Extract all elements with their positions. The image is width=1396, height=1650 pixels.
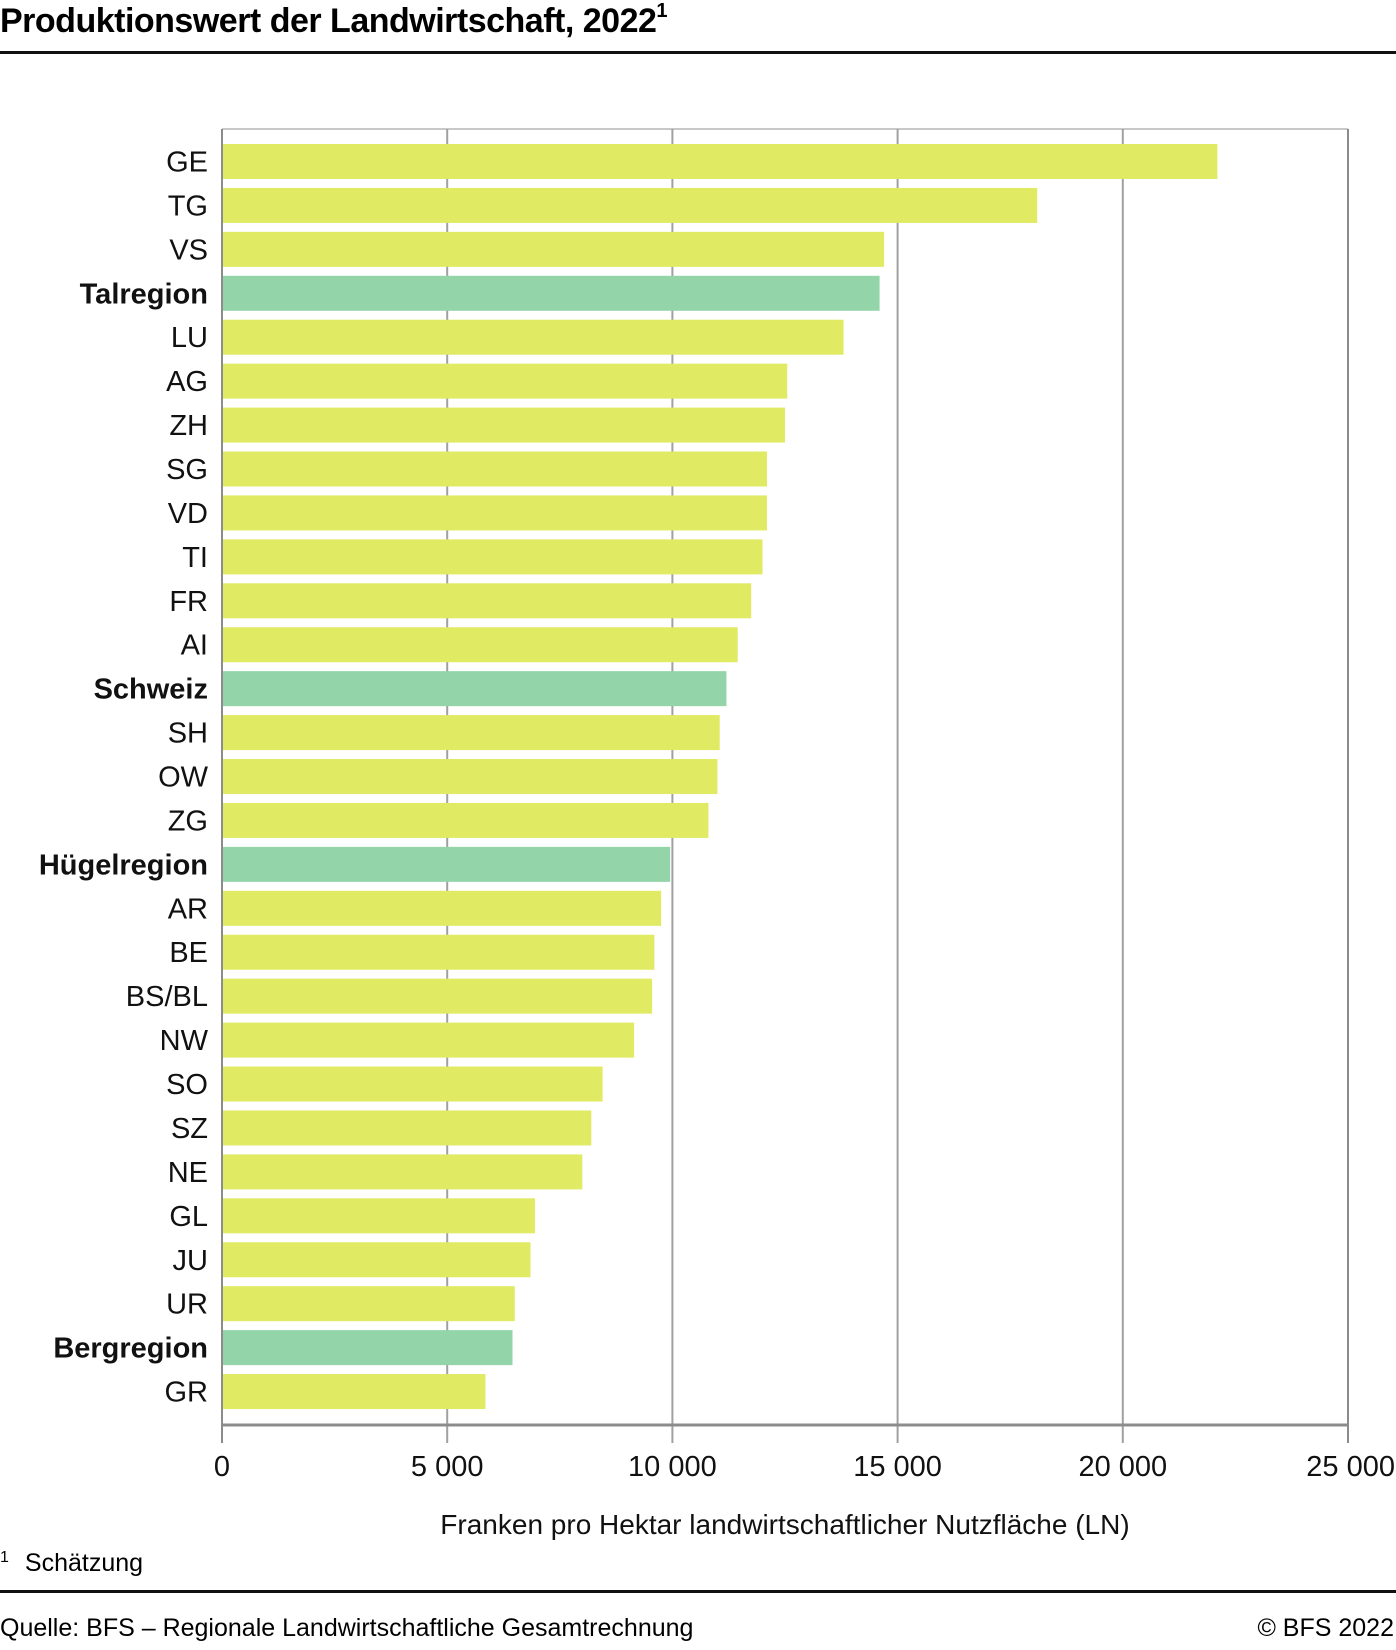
category-label: GE [166, 147, 208, 179]
category-label: GL [169, 1201, 208, 1233]
x-axis-label: Franken pro Hektar landwirtschaftlicher … [440, 1509, 1129, 1540]
category-label: JU [173, 1245, 208, 1277]
x-tick-label: 15 000 [853, 1451, 942, 1483]
bar-TG [223, 187, 1038, 223]
bar-VS [223, 231, 885, 267]
source-text: Quelle: BFS – Regionale Landwirtschaftli… [0, 1614, 694, 1642]
category-label: OW [158, 762, 209, 794]
category-label: ZG [168, 805, 208, 837]
bar-SZ [223, 1110, 592, 1146]
bar-GE [223, 144, 1218, 179]
bar-VD [223, 495, 767, 531]
bar-Bergregion [223, 1330, 513, 1366]
category-label: Schweiz [94, 674, 208, 706]
bar-OW [223, 759, 718, 795]
footnote: 1 Schätzung [0, 1549, 143, 1578]
category-label: FR [169, 586, 208, 618]
bar-Hügelregion [223, 846, 671, 882]
bar-NE [223, 1154, 583, 1190]
copyright-text: © BFS 2022 [1257, 1614, 1394, 1642]
bottom-rule [0, 1590, 1396, 1593]
bar-BS/BL [223, 978, 653, 1014]
bar-AG [223, 363, 788, 399]
bar-SO [223, 1066, 603, 1102]
category-label: SG [166, 454, 208, 486]
category-label: UR [166, 1289, 208, 1321]
category-label: AI [181, 630, 208, 662]
category-label: GR [165, 1377, 209, 1409]
bar-AR [223, 890, 662, 926]
title-footnote-mark: 1 [656, 0, 668, 22]
chart-title: Produktionswert der Landwirtschaft, 2022… [0, 0, 668, 41]
category-label: TI [182, 542, 208, 574]
x-tick-label: 0 [214, 1451, 230, 1483]
bar-GL [223, 1198, 536, 1234]
tick-label-layer: 0 5 000 10 000 15 000 20 000 25 000 [214, 1451, 1395, 1483]
x-tick-label: 5 000 [411, 1451, 484, 1483]
bar-GR [223, 1374, 486, 1410]
category-label: Talregion [80, 278, 208, 310]
bar-chart: GE TG VS Talregion LU AG ZH SG VD TI FR AI Schweiz SH… [39, 128, 1395, 1540]
bar-NW [223, 1022, 635, 1058]
category-label: VS [169, 234, 208, 266]
bar-ZG [223, 802, 709, 838]
category-label: Bergregion [53, 1333, 208, 1365]
bar-SH [223, 715, 720, 751]
chart-title-text: Produktionswert der Landwirtschaft, 2022 [0, 2, 657, 40]
category-label: SH [168, 718, 208, 750]
category-label: BS/BL [126, 981, 208, 1013]
category-label: LU [171, 322, 208, 354]
bar-JU [223, 1242, 531, 1278]
x-tick-label: 10 000 [628, 1451, 717, 1483]
bar-TI [223, 539, 763, 575]
bar-UR [223, 1286, 515, 1322]
category-label: AG [166, 366, 208, 398]
bar-layer [223, 144, 1218, 1410]
category-label-layer: GE TG VS Talregion LU AG ZH SG VD TI FR AI Schweiz SH… [39, 147, 209, 1409]
bar-AI [223, 627, 738, 663]
bar-BE [223, 934, 655, 970]
category-label: AR [168, 893, 208, 925]
category-label: SZ [171, 1113, 208, 1145]
bar-SG [223, 451, 767, 487]
category-label: Hügelregion [39, 849, 208, 881]
category-label: NE [168, 1157, 208, 1189]
top-rule [0, 51, 1396, 54]
footnote-text: Schätzung [24, 1549, 144, 1577]
bar-FR [223, 583, 752, 619]
category-label: ZH [169, 410, 208, 442]
category-label: NW [160, 1025, 209, 1057]
category-label: TG [168, 190, 208, 222]
category-label: VD [168, 498, 208, 530]
bar-Talregion [223, 275, 880, 311]
bar-LU [223, 319, 844, 355]
bar-ZH [223, 407, 785, 443]
category-label: BE [169, 937, 208, 969]
x-tick-label: 25 000 [1306, 1451, 1395, 1483]
bar-Schweiz [223, 671, 727, 707]
category-label: SO [166, 1069, 208, 1101]
x-tick-label: 20 000 [1078, 1451, 1167, 1483]
footnote-mark: 1 [0, 1549, 9, 1566]
